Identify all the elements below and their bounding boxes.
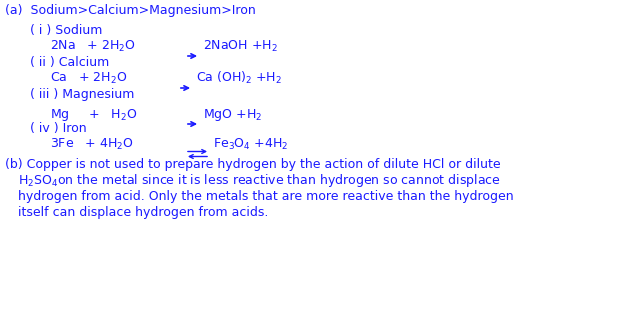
Text: Fe$_3$O$_4$ +4H$_2$: Fe$_3$O$_4$ +4H$_2$ bbox=[213, 137, 288, 152]
Text: 2Na   + 2H$_2$O: 2Na + 2H$_2$O bbox=[50, 39, 136, 54]
Text: 2NaOH +H$_2$: 2NaOH +H$_2$ bbox=[203, 39, 278, 54]
Text: (b) Copper is not used to prepare hydrogen by the action of dilute HCl or dilute: (b) Copper is not used to prepare hydrog… bbox=[5, 158, 501, 171]
Text: ( iii ) Magnesium: ( iii ) Magnesium bbox=[30, 88, 135, 101]
Text: ( ii ) Calcium: ( ii ) Calcium bbox=[30, 56, 109, 69]
Text: ( iv ) Iron: ( iv ) Iron bbox=[30, 122, 87, 135]
Text: Mg     +   H$_2$O: Mg + H$_2$O bbox=[50, 107, 138, 123]
Text: 3Fe   + 4H$_2$O: 3Fe + 4H$_2$O bbox=[50, 137, 134, 152]
Text: Ca (OH)$_2$ +H$_2$: Ca (OH)$_2$ +H$_2$ bbox=[196, 70, 282, 86]
Text: itself can displace hydrogen from acids.: itself can displace hydrogen from acids. bbox=[18, 206, 269, 219]
Text: hydrogen from acid. Only the metals that are more reactive than the hydrogen: hydrogen from acid. Only the metals that… bbox=[18, 190, 513, 203]
Text: (a)  Sodium>Calcium>Magnesium>Iron: (a) Sodium>Calcium>Magnesium>Iron bbox=[5, 4, 256, 17]
Text: ( i ) Sodium: ( i ) Sodium bbox=[30, 24, 102, 37]
Text: H$_2$SO$_4$on the metal since it is less reactive than hydrogen so cannot displa: H$_2$SO$_4$on the metal since it is less… bbox=[18, 172, 501, 189]
Text: Ca   + 2H$_2$O: Ca + 2H$_2$O bbox=[50, 71, 127, 86]
Text: MgO +H$_2$: MgO +H$_2$ bbox=[203, 107, 262, 123]
